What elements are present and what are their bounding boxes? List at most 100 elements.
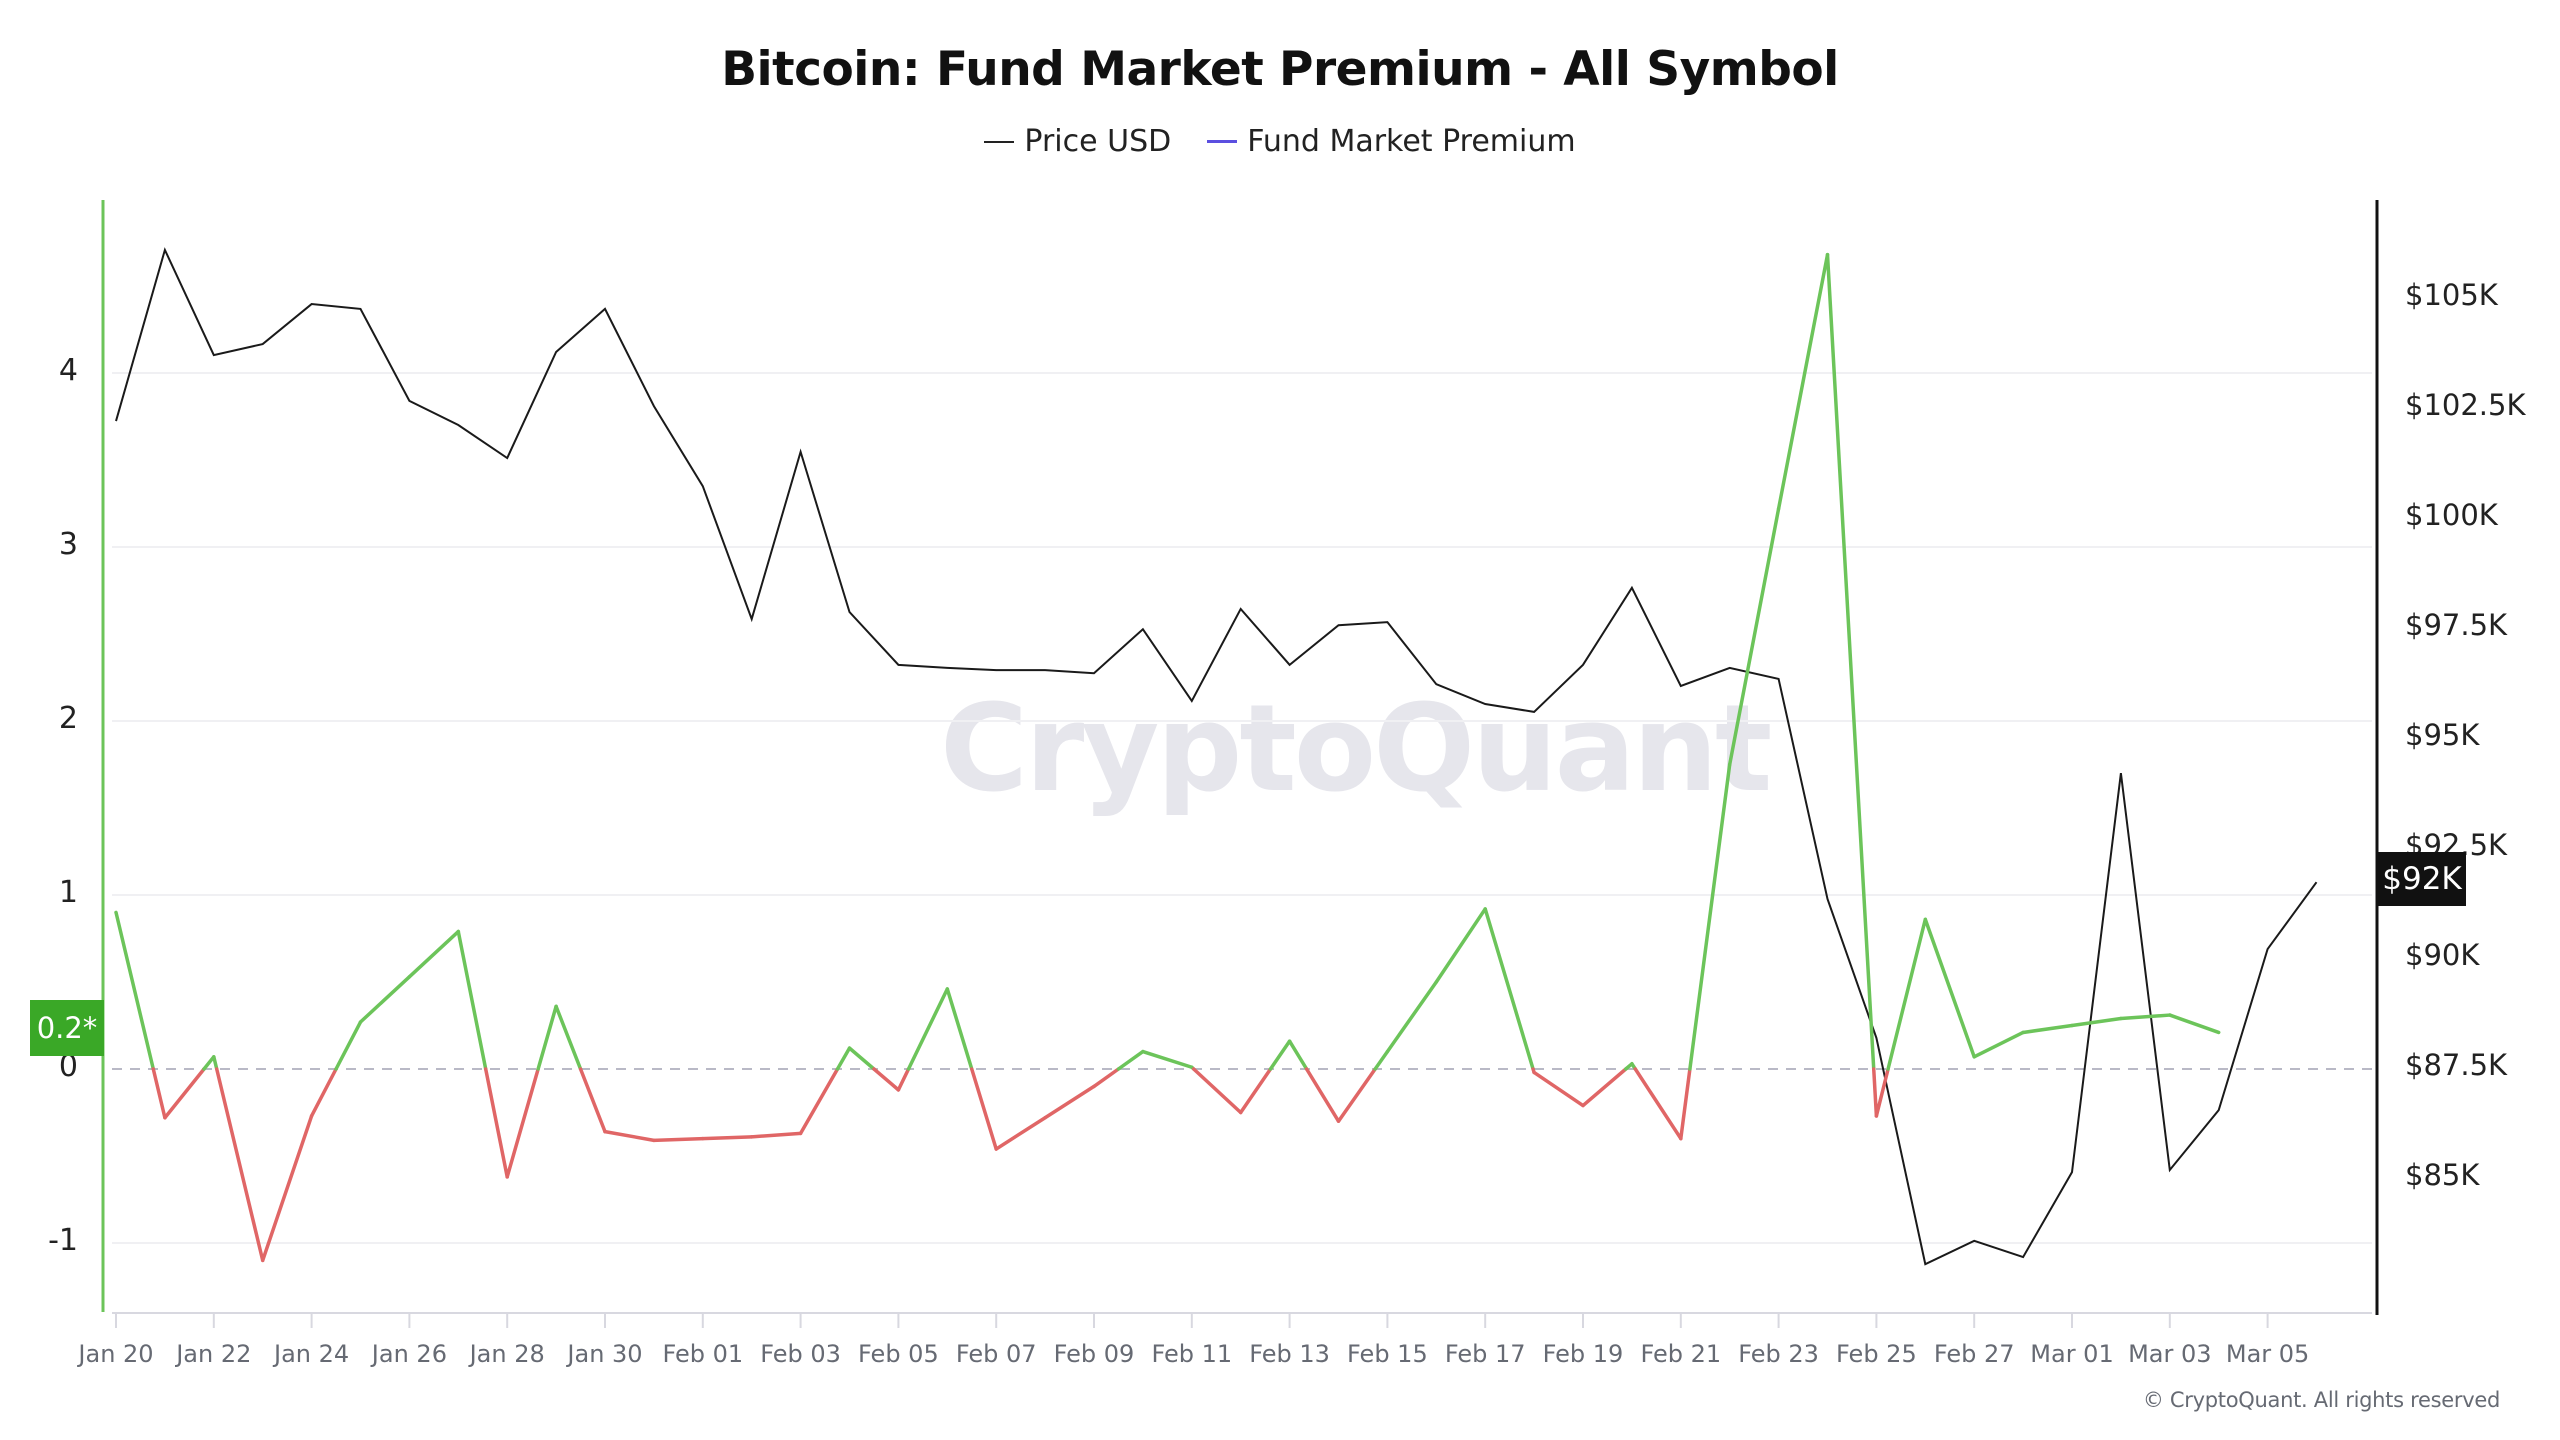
y-left-tick-label: 0 bbox=[58, 1049, 78, 1084]
premium-segment bbox=[212, 1055, 219, 1071]
x-tick-label: Feb 15 bbox=[1347, 1340, 1428, 1368]
x-tick-label: Mar 03 bbox=[2128, 1340, 2212, 1368]
legend-label: Price USD bbox=[1024, 124, 1172, 159]
x-tick-label: Feb 21 bbox=[1640, 1340, 1722, 1368]
premium-segment bbox=[701, 1135, 754, 1141]
x-tick-label: Feb 01 bbox=[662, 1340, 744, 1368]
premium-segment bbox=[1633, 1067, 1683, 1141]
premium-segment bbox=[2070, 1016, 2123, 1028]
y-left-tick-label: 1 bbox=[58, 875, 78, 910]
x-tick-label: Mar 05 bbox=[2225, 1340, 2310, 1368]
premium-segment bbox=[1871, 1067, 1879, 1118]
price-usd-line[interactable] bbox=[115, 247, 2318, 1266]
y-right-tick-label: $102.5K bbox=[2405, 388, 2526, 422]
premium-segment bbox=[483, 1067, 509, 1179]
premium-segment bbox=[1688, 762, 1732, 1071]
legend: Price USD Fund Market Premium bbox=[0, 124, 2560, 159]
x-tick-label: Mar 01 bbox=[2030, 1340, 2114, 1368]
premium-segment bbox=[1874, 1067, 1890, 1118]
y-left-tick-label: 4 bbox=[58, 353, 78, 388]
y-left-tick-label: 3 bbox=[58, 527, 78, 562]
premium-segment bbox=[214, 1067, 265, 1263]
x-tick-label: Feb 05 bbox=[858, 1340, 939, 1368]
x-tick-label: Feb 13 bbox=[1249, 1340, 1330, 1368]
x-tick-label: Jan 30 bbox=[567, 1340, 643, 1368]
y-right-tick-label: $95K bbox=[2405, 718, 2480, 752]
premium-segment bbox=[309, 1067, 338, 1118]
premium-segment bbox=[835, 1046, 852, 1071]
x-tick-label: Feb 23 bbox=[1738, 1340, 1819, 1368]
premium-segment bbox=[749, 1131, 803, 1139]
line-swatch-icon bbox=[1207, 140, 1238, 143]
premium-segment bbox=[407, 929, 461, 979]
y-right-tick-label: $100K bbox=[2405, 498, 2498, 532]
premium-segment bbox=[1191, 1067, 1243, 1115]
premium-segment bbox=[578, 1067, 607, 1134]
x-tick-label: Feb 09 bbox=[1053, 1340, 1135, 1368]
premium-segment bbox=[358, 975, 412, 1024]
x-tick-label: Feb 11 bbox=[1151, 1340, 1233, 1368]
legend-label: Fund Market Premium bbox=[1247, 124, 1576, 159]
y-right-tick-label: $87.5K bbox=[2405, 1048, 2508, 1082]
y-right-tick-label: $105K bbox=[2405, 278, 2498, 312]
premium-segment bbox=[847, 1046, 876, 1071]
premium-segment bbox=[554, 1004, 583, 1071]
premium-segment bbox=[334, 1020, 363, 1071]
premium-segment bbox=[114, 910, 156, 1071]
premium-segment bbox=[872, 1067, 901, 1092]
premium-segment bbox=[1092, 1067, 1121, 1089]
x-tick-label: Feb 27 bbox=[1933, 1340, 2015, 1368]
premium-segment bbox=[163, 1067, 206, 1120]
premium-segment bbox=[1886, 917, 1928, 1071]
x-tick-label: Feb 03 bbox=[760, 1340, 841, 1368]
x-tick-label: Jan 24 bbox=[274, 1340, 350, 1368]
premium-segment bbox=[260, 1114, 314, 1263]
premium-segment bbox=[652, 1136, 705, 1143]
premium-segment bbox=[1141, 1049, 1194, 1070]
line-swatch-icon bbox=[984, 140, 1015, 143]
x-tick-label: Feb 25 bbox=[1836, 1340, 1917, 1368]
y-right-tick-label: $97.5K bbox=[2405, 608, 2508, 642]
premium-segment bbox=[1043, 1084, 1096, 1120]
premium-segment bbox=[151, 1067, 167, 1120]
premium-segment bbox=[1679, 1067, 1692, 1141]
chart-title: Bitcoin: Fund Market Premium - All Symbo… bbox=[721, 42, 1839, 97]
premium-segment bbox=[994, 1115, 1047, 1151]
premium-segment bbox=[2119, 1013, 2172, 1021]
y-right-tick-label: $85K bbox=[2405, 1158, 2480, 1192]
premium-segment bbox=[906, 987, 950, 1071]
premium-segment bbox=[1238, 1067, 1273, 1115]
legend-item-fund-market-premium[interactable]: Fund Market Premium bbox=[1207, 124, 1576, 159]
premium-segment bbox=[2168, 1013, 2221, 1035]
premium-segment bbox=[536, 1004, 558, 1071]
premium-segment bbox=[1923, 917, 1976, 1059]
premium-segment bbox=[1373, 1049, 1390, 1071]
x-tick-label: Jan 22 bbox=[176, 1340, 252, 1368]
premium-segment bbox=[456, 929, 488, 1071]
premium-segment bbox=[1972, 1030, 2025, 1059]
premium-segment bbox=[945, 987, 974, 1071]
y-left-tick-label: 2 bbox=[58, 701, 78, 736]
premium-segment bbox=[1434, 907, 1487, 984]
x-tick-label: Jan 28 bbox=[469, 1340, 545, 1368]
y-left-tick-label: -1 bbox=[48, 1223, 78, 1258]
x-tick-label: Feb 19 bbox=[1542, 1340, 1624, 1368]
premium-segment bbox=[1268, 1039, 1292, 1071]
premium-segment bbox=[970, 1067, 998, 1151]
premium-segment bbox=[1532, 1070, 1585, 1108]
current-price-badge: $92K bbox=[2378, 852, 2466, 906]
y-right-tick-label: $90K bbox=[2405, 938, 2480, 972]
premium-segment bbox=[1483, 907, 1535, 1071]
x-tick-label: Jan 20 bbox=[78, 1340, 154, 1368]
current-premium-badge: 0.2* bbox=[30, 1000, 104, 1056]
x-tick-label: Jan 26 bbox=[371, 1340, 447, 1368]
premium-segment bbox=[1116, 1049, 1145, 1071]
premium-segment bbox=[798, 1067, 840, 1136]
copyright-footer: © CryptoQuant. All rights reserved bbox=[2142, 1388, 2500, 1412]
premium-segment bbox=[1776, 252, 1830, 511]
legend-item-price-usd[interactable]: Price USD bbox=[984, 124, 1171, 159]
x-tick-label: Feb 07 bbox=[955, 1340, 1037, 1368]
premium-segment bbox=[1727, 506, 1781, 767]
premium-segment bbox=[1581, 1067, 1628, 1108]
